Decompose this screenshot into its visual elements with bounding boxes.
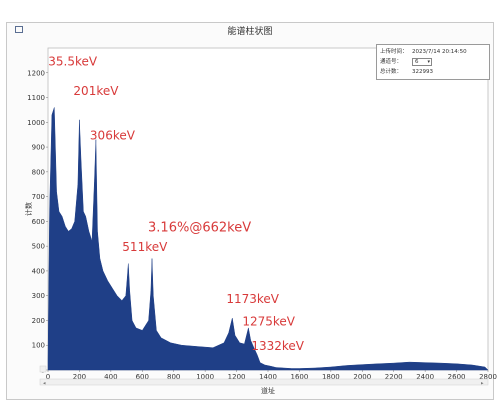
peak-label: 1275keV xyxy=(242,314,295,328)
peak-label: 306keV xyxy=(90,129,136,143)
y-tick-label: 100 xyxy=(32,342,45,350)
scroll-right-arrow-icon[interactable]: ▸ xyxy=(481,381,484,387)
x-axis-label: 道址 xyxy=(261,386,275,395)
y-tick-label: 300 xyxy=(32,292,45,300)
channel-label: 通道号： xyxy=(380,59,403,65)
window-title: 能谱柱状图 xyxy=(227,27,273,37)
y-tick-label: 1000 xyxy=(27,119,45,127)
y-scrollbar-handle[interactable] xyxy=(39,365,47,373)
channel-row: 通道号： 6 ▾ xyxy=(380,57,486,67)
peak-annotations: 35.5keV 201keV 306keV 511keV 3.16%@662keV 117… xyxy=(48,54,304,353)
y-tick-label: 800 xyxy=(32,168,45,176)
x-tick-label: 1400 xyxy=(259,373,277,381)
channel-select[interactable]: 6 ▾ xyxy=(412,58,432,66)
y-tick-label: 500 xyxy=(32,243,45,251)
upload-time-value: 2023/7/14 20:14:50 xyxy=(412,49,467,55)
peak-label: 201keV xyxy=(73,84,119,98)
x-tick-label: 600 xyxy=(136,373,149,381)
upload-time-label: 上传时间： xyxy=(380,49,408,55)
x-tick-label: 2400 xyxy=(416,373,434,381)
x-tick-label: 2800 xyxy=(479,373,497,381)
y-tick-label: 400 xyxy=(32,267,45,275)
spectrum-series-area xyxy=(47,107,489,371)
y-axis-label: 计数 xyxy=(24,202,33,216)
total-count-row: 总计数： 322993 xyxy=(380,67,486,77)
total-count-value: 322993 xyxy=(412,69,433,75)
y-tick-label: 1200 xyxy=(27,69,45,77)
y-axis: 0100200300400500600700800900100011001200 xyxy=(27,69,48,375)
y-tick-label: 700 xyxy=(32,193,45,201)
x-tick-label: 0 xyxy=(46,373,50,381)
peak-label: 35.5keV xyxy=(48,54,98,68)
x-tick-label: 400 xyxy=(104,373,117,381)
x-tick-label: 2200 xyxy=(385,373,403,381)
upload-time-row: 上传时间： 2023/7/14 20:14:50 xyxy=(380,47,486,57)
x-tick-label: 2600 xyxy=(448,373,466,381)
x-tick-label: 800 xyxy=(167,373,180,381)
x-tick-label: 1200 xyxy=(228,373,246,381)
x-tick-label: 1000 xyxy=(196,373,214,381)
x-tick-label: 200 xyxy=(73,373,86,381)
peak-label: 1332keV xyxy=(251,339,304,353)
window-icon xyxy=(15,26,23,33)
peak-label: 511keV xyxy=(122,240,168,254)
peak-label: 3.16%@662keV xyxy=(148,220,251,235)
total-count-label: 总计数： xyxy=(380,69,403,75)
y-tick-label: 900 xyxy=(32,144,45,152)
y-tick-label: 600 xyxy=(32,218,45,226)
x-tick-label: 1800 xyxy=(322,373,340,381)
info-panel: 上传时间： 2023/7/14 20:14:50 通道号： 6 ▾ 总计数： 3… xyxy=(376,44,490,80)
peak-label: 1173keV xyxy=(226,292,279,306)
x-axis: 0 200 400 600 800 1000 1200 1400 1600 1800 2000 220… xyxy=(46,370,497,381)
scroll-left-arrow-icon[interactable]: ◂ xyxy=(43,381,46,387)
y-tick-label: 200 xyxy=(32,317,45,325)
channel-value: 6 xyxy=(415,59,419,65)
chevron-down-icon: ▾ xyxy=(427,59,430,65)
x-tick-label: 2000 xyxy=(353,373,371,381)
x-scrollbar[interactable]: ◂ ▸ xyxy=(39,378,489,387)
y-tick-label: 1100 xyxy=(27,94,45,102)
x-tick-label: 1600 xyxy=(291,373,309,381)
